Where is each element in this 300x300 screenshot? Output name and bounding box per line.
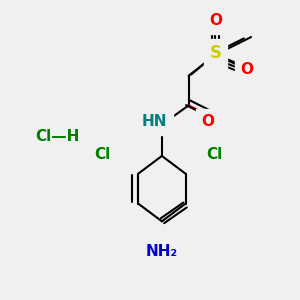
Text: O: O <box>209 13 222 28</box>
Text: Cl: Cl <box>94 147 111 162</box>
Text: HN: HN <box>142 114 167 129</box>
Text: Cl: Cl <box>206 147 222 162</box>
Text: NH₂: NH₂ <box>146 244 178 259</box>
Text: Cl—H: Cl—H <box>36 129 80 144</box>
Text: O: O <box>202 114 214 129</box>
Text: S: S <box>209 44 221 62</box>
Text: O: O <box>240 62 253 77</box>
